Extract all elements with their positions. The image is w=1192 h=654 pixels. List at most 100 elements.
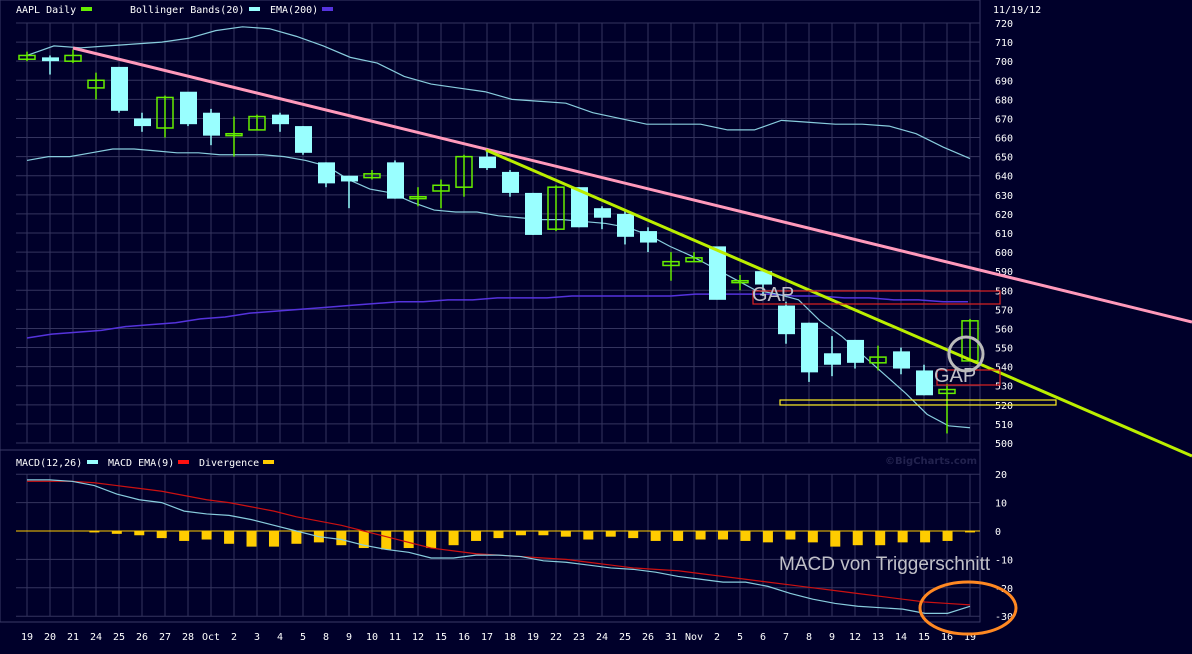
candle-up bbox=[455, 155, 473, 188]
macd-tick: -10 bbox=[995, 555, 1013, 566]
bollinger-upper-line bbox=[26, 26, 971, 160]
divergence-bar bbox=[156, 531, 167, 539]
date-tick: Oct bbox=[202, 632, 220, 643]
divergence-swatch bbox=[263, 460, 274, 464]
date-tick: 27 bbox=[159, 632, 171, 643]
date-tick: 8 bbox=[323, 632, 329, 643]
date-tick: 24 bbox=[596, 632, 608, 643]
price-tick: 530 bbox=[995, 382, 1013, 393]
annotations: GAP GAP bbox=[72, 46, 1192, 458]
price-tick: 580 bbox=[995, 286, 1013, 297]
divergence-bar bbox=[942, 531, 953, 541]
macd-tick: 0 bbox=[995, 527, 1001, 538]
candle-down bbox=[847, 339, 864, 363]
price-tick: 510 bbox=[995, 420, 1013, 431]
date-tick: 12 bbox=[849, 632, 861, 643]
price-tick: 630 bbox=[995, 191, 1013, 202]
candle-down bbox=[824, 353, 841, 365]
date-tick: 17 bbox=[481, 632, 493, 643]
divergence-bar bbox=[134, 531, 145, 536]
candle-down bbox=[778, 305, 795, 335]
pink-trendline bbox=[72, 46, 1192, 324]
divergence-bar bbox=[381, 531, 392, 550]
date-tick: 25 bbox=[619, 632, 631, 643]
candle-down bbox=[916, 370, 933, 396]
date-tick: 23 bbox=[573, 632, 585, 643]
candle-up bbox=[225, 132, 243, 137]
divergence-bar bbox=[852, 531, 863, 546]
date-tick: 19 bbox=[964, 632, 976, 643]
candle-down bbox=[571, 187, 588, 228]
gap-label-upper: GAP bbox=[752, 284, 794, 306]
divergence-bar bbox=[515, 531, 526, 536]
price-legend: AAPL Daily Bollinger Bands(20) EMA(200) … bbox=[16, 5, 1041, 16]
highlight-circle-gray bbox=[947, 335, 985, 373]
bollinger-lower-line bbox=[26, 148, 971, 429]
price-tick: 610 bbox=[995, 229, 1013, 240]
divergence-bar bbox=[358, 531, 369, 549]
date-tick: 9 bbox=[829, 632, 835, 643]
macd-annotation: MACD von Triggerschnitt bbox=[779, 554, 991, 575]
price-tick: 500 bbox=[995, 439, 1013, 450]
date-label: 11/19/12 bbox=[993, 5, 1041, 16]
green-trendline bbox=[485, 148, 1192, 458]
date-tick: 20 bbox=[44, 632, 56, 643]
candle-down bbox=[479, 156, 496, 169]
date-tick: 2 bbox=[714, 632, 720, 643]
date-tick: 15 bbox=[918, 632, 930, 643]
bollinger-label: Bollinger Bands(20) bbox=[130, 5, 244, 16]
date-tick: 14 bbox=[895, 632, 907, 643]
candle-up bbox=[64, 54, 82, 62]
macd-tick: 20 bbox=[995, 470, 1007, 481]
price-tick: 600 bbox=[995, 248, 1013, 259]
divergence-bar bbox=[965, 531, 975, 533]
price-tick: 540 bbox=[995, 363, 1013, 374]
candle-up bbox=[547, 186, 565, 230]
candle-down bbox=[203, 112, 220, 136]
price-tick: 590 bbox=[995, 267, 1013, 278]
divergence-bar bbox=[89, 531, 100, 533]
date-tick: 31 bbox=[665, 632, 677, 643]
divergence-bar bbox=[268, 531, 279, 547]
date-tick: 22 bbox=[550, 632, 562, 643]
macd-label: MACD(12,26) bbox=[16, 458, 82, 469]
divergence-bar bbox=[650, 531, 661, 541]
candle-down bbox=[134, 118, 151, 127]
candlesticks bbox=[18, 49, 979, 434]
support-zone-box bbox=[779, 399, 1057, 406]
candle-down bbox=[42, 57, 59, 62]
date-tick: 24 bbox=[90, 632, 102, 643]
divergence-bar bbox=[471, 531, 482, 541]
candle-up bbox=[363, 173, 381, 179]
date-tick: 12 bbox=[412, 632, 424, 643]
date-tick: 15 bbox=[435, 632, 447, 643]
divergence-bar bbox=[336, 531, 347, 546]
ema200-line bbox=[26, 293, 968, 339]
macd-swatch bbox=[87, 460, 98, 464]
date-tick: 5 bbox=[300, 632, 306, 643]
macd-tick: -30 bbox=[995, 612, 1013, 623]
divergence-label: Divergence bbox=[199, 458, 259, 469]
divergence-bar bbox=[673, 531, 684, 541]
date-tick: 28 bbox=[182, 632, 194, 643]
bollinger-swatch bbox=[249, 7, 260, 11]
candle-down bbox=[295, 126, 312, 153]
price-tick: 710 bbox=[995, 38, 1013, 49]
divergence-bar bbox=[897, 531, 908, 543]
divergence-bars bbox=[89, 531, 975, 550]
divergence-bar bbox=[785, 531, 796, 540]
symbol-label: AAPL Daily bbox=[16, 5, 76, 16]
ema-label: EMA(200) bbox=[270, 5, 318, 16]
candle-up bbox=[87, 79, 105, 89]
date-tick: 8 bbox=[806, 632, 812, 643]
divergence-bar bbox=[583, 531, 594, 540]
date-tick: 21 bbox=[67, 632, 79, 643]
candle-down bbox=[709, 246, 726, 300]
candle-up bbox=[156, 96, 174, 129]
date-tick: 7 bbox=[783, 632, 789, 643]
divergence-bar bbox=[628, 531, 639, 539]
date-tick: 13 bbox=[872, 632, 884, 643]
price-tick: 570 bbox=[995, 305, 1013, 316]
